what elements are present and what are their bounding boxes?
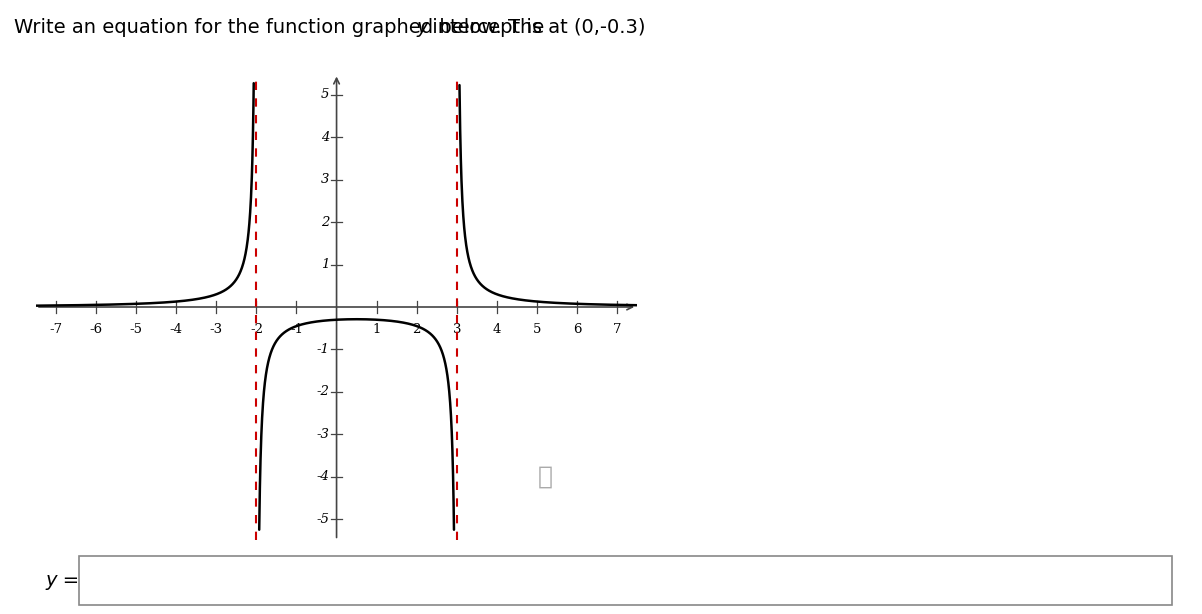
Text: 4: 4	[493, 323, 501, 336]
Text: -6: -6	[90, 323, 102, 336]
Text: -5: -5	[130, 323, 143, 336]
Text: intercept is at (0,-0.3): intercept is at (0,-0.3)	[427, 18, 645, 37]
Text: 2: 2	[412, 323, 421, 336]
Text: 3: 3	[321, 173, 329, 186]
Text: -2: -2	[250, 323, 263, 336]
Text: 6: 6	[572, 323, 582, 336]
Text: 1: 1	[373, 323, 381, 336]
Text: y =: y =	[46, 571, 79, 589]
Text: -1: -1	[290, 323, 303, 336]
FancyBboxPatch shape	[79, 556, 1172, 605]
Text: -3: -3	[316, 428, 329, 441]
Text: 2: 2	[321, 216, 329, 228]
Text: -3: -3	[210, 323, 222, 336]
Text: 3: 3	[452, 323, 462, 336]
Text: -4: -4	[316, 470, 329, 483]
Text: -5: -5	[316, 513, 329, 526]
Text: 5: 5	[532, 323, 541, 336]
Text: 7: 7	[613, 323, 621, 336]
Text: -7: -7	[49, 323, 63, 336]
Text: 4: 4	[321, 131, 329, 144]
Text: 5: 5	[321, 88, 329, 101]
Text: y: y	[417, 18, 428, 37]
Text: ⌕: ⌕	[537, 465, 553, 489]
Text: Write an equation for the function graphed below. The: Write an equation for the function graph…	[14, 18, 551, 37]
Text: -4: -4	[169, 323, 183, 336]
Text: -1: -1	[316, 343, 329, 356]
Text: 1: 1	[321, 258, 329, 271]
Text: -2: -2	[316, 386, 329, 398]
